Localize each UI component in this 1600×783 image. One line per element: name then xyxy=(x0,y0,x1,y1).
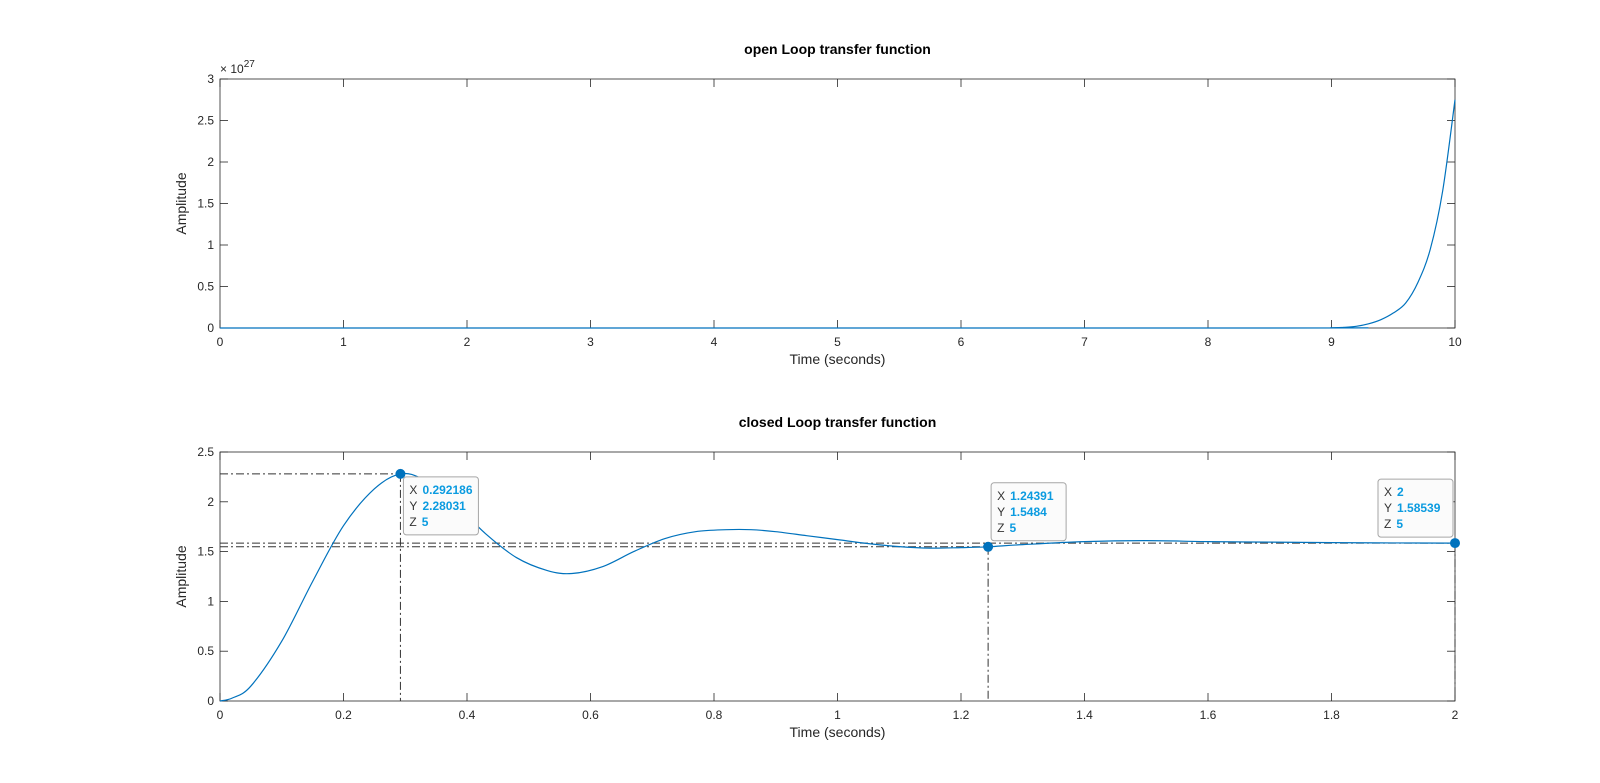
y-tick-label: 2.5 xyxy=(197,114,214,128)
datatip-y-value: 1.58539 xyxy=(1397,501,1441,515)
x-tick-label: 1.6 xyxy=(1200,708,1217,722)
x-tick-label: 1 xyxy=(340,335,347,349)
datatip-background xyxy=(1377,478,1454,538)
x-tick-label: 8 xyxy=(1205,335,1212,349)
y-tick-label: 0 xyxy=(207,694,214,708)
datatip-row-x: X 1.24391 xyxy=(997,489,1054,503)
y-tick-label: 2.5 xyxy=(197,445,214,459)
x-tick-label: 0.6 xyxy=(582,708,599,722)
datatip-y-label: Y xyxy=(1384,501,1392,515)
series-line xyxy=(219,472,1456,702)
y-tick-label: 0.5 xyxy=(197,280,214,294)
datatip-x-value: 1.24391 xyxy=(1010,489,1054,503)
datatip-y-value: 1.5484 xyxy=(1010,505,1047,519)
x-axis-label: Time (seconds) xyxy=(790,724,886,740)
x-tick-label: 0.2 xyxy=(335,708,352,722)
y-tick-label: 1.5 xyxy=(197,545,214,559)
datatip-row-y: Y 1.5484 xyxy=(997,505,1047,519)
datatip-x-label: X xyxy=(409,483,417,497)
datatip-z-label: Z xyxy=(1384,517,1391,531)
axes-closed-loop: closed Loop transfer function 0 0.2 0.4 0.6 0… xyxy=(173,414,1460,740)
plot-area xyxy=(219,78,1456,329)
x-tick-label: 3 xyxy=(587,335,594,349)
datatip-z-value: 5 xyxy=(1396,517,1403,531)
x-tick-label: 1.8 xyxy=(1323,708,1340,722)
x-tick-label: 5 xyxy=(834,335,841,349)
datatip-row-y: Y 2.28031 xyxy=(409,499,466,513)
x-tick-label: 4 xyxy=(711,335,718,349)
datatip-box[interactable]: X 1.24391 Y 1.5484 Z 5 xyxy=(990,482,1067,542)
datatip-z-value: 5 xyxy=(1009,521,1016,535)
series-line xyxy=(219,99,1456,329)
datatip-row-x: X 0.292186 xyxy=(409,483,472,497)
y-tick-label: 2 xyxy=(207,495,214,509)
y-axis-label: Amplitude xyxy=(173,172,189,234)
x-tick-label: 2 xyxy=(1452,708,1459,722)
datatip-row-y: Y 1.58539 xyxy=(1384,501,1441,515)
datatip-x-label: X xyxy=(1384,485,1392,499)
y-tick-label: 1.5 xyxy=(197,197,214,211)
datatip-z-value: 5 xyxy=(422,515,429,529)
x-axis-label: Time (seconds) xyxy=(790,351,886,367)
x-tick-label: 0.8 xyxy=(706,708,723,722)
datatip-x-value: 0.292186 xyxy=(422,483,472,497)
y-exponent-power: 27 xyxy=(244,59,256,70)
datatip-background xyxy=(402,476,479,536)
y-tick-label: 0 xyxy=(207,321,214,335)
x-tick-label: 7 xyxy=(1081,335,1088,349)
datatip-marker[interactable] xyxy=(395,468,406,479)
datatip-marker[interactable] xyxy=(983,541,994,552)
y-exponent-label: × 1027 xyxy=(220,59,255,76)
datatip-x-label: X xyxy=(997,489,1005,503)
datatip-z-label: Z xyxy=(997,521,1004,535)
datatip-box[interactable]: X 0.292186 Y 2.28031 Z 5 xyxy=(402,476,479,536)
datatip-y-value: 2.28031 xyxy=(422,499,466,513)
datatip-z-label: Z xyxy=(409,515,416,529)
y-axis-label: Amplitude xyxy=(173,545,189,607)
y-tick-label: 1 xyxy=(207,594,214,608)
x-tick-label: 10 xyxy=(1448,335,1462,349)
chart-title: open Loop transfer function xyxy=(744,41,931,57)
x-tick-label: 0 xyxy=(217,335,224,349)
y-tick-label: 1 xyxy=(207,238,214,252)
datatip-background xyxy=(990,482,1067,542)
datatip-y-label: Y xyxy=(997,505,1005,519)
y-tick-label: 2 xyxy=(207,155,214,169)
datatip-marker[interactable] xyxy=(1450,538,1460,549)
chart-title: closed Loop transfer function xyxy=(739,414,937,430)
x-tick-label: 2 xyxy=(464,335,471,349)
datatip-x-value: 2 xyxy=(1397,485,1404,499)
x-tick-label: 1.4 xyxy=(1076,708,1093,722)
x-tick-label: 1 xyxy=(834,708,841,722)
x-tick-label: 1.2 xyxy=(953,708,970,722)
x-tick-label: 9 xyxy=(1328,335,1335,349)
y-tick-label: 3 xyxy=(207,72,214,86)
x-tick-label: 0 xyxy=(217,708,224,722)
x-tick-label: 0.4 xyxy=(459,708,476,722)
y-exponent-base: × 10 xyxy=(220,62,244,76)
x-tick-label: 6 xyxy=(958,335,965,349)
y-tick-label: 0.5 xyxy=(197,644,214,658)
datatip-y-label: Y xyxy=(409,499,417,513)
